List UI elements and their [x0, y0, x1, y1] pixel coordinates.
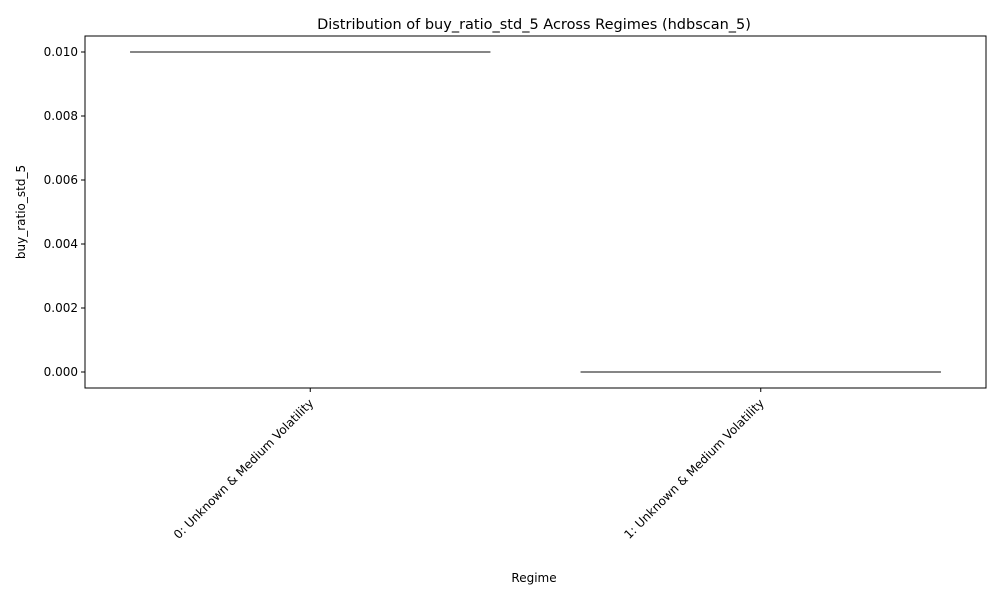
chart-title: Distribution of buy_ratio_std_5 Across R…	[317, 17, 751, 33]
y-axis: 0.000 0.002 0.004 0.006 0.008 0.010	[44, 45, 85, 379]
x-tick-label: 1: Unknown & Medium Volatility	[621, 396, 767, 542]
x-tick-label: 0: Unknown & Medium Volatility	[171, 396, 317, 542]
y-tick-label: 0.010	[44, 45, 78, 59]
x-axis-title: Regime	[511, 571, 556, 585]
plot-frame	[84, 35, 987, 389]
x-axis: 0: Unknown & Medium Volatility 1: Unknown…	[171, 388, 767, 542]
y-tick-label: 0.004	[44, 237, 78, 251]
y-axis-title: buy_ratio_std_5	[14, 165, 28, 259]
y-tick-label: 0.006	[44, 173, 78, 187]
plot-marks	[130, 51, 941, 373]
y-tick-label: 0.008	[44, 109, 78, 123]
y-tick-label: 0.000	[44, 365, 78, 379]
y-tick-label: 0.002	[44, 301, 78, 315]
